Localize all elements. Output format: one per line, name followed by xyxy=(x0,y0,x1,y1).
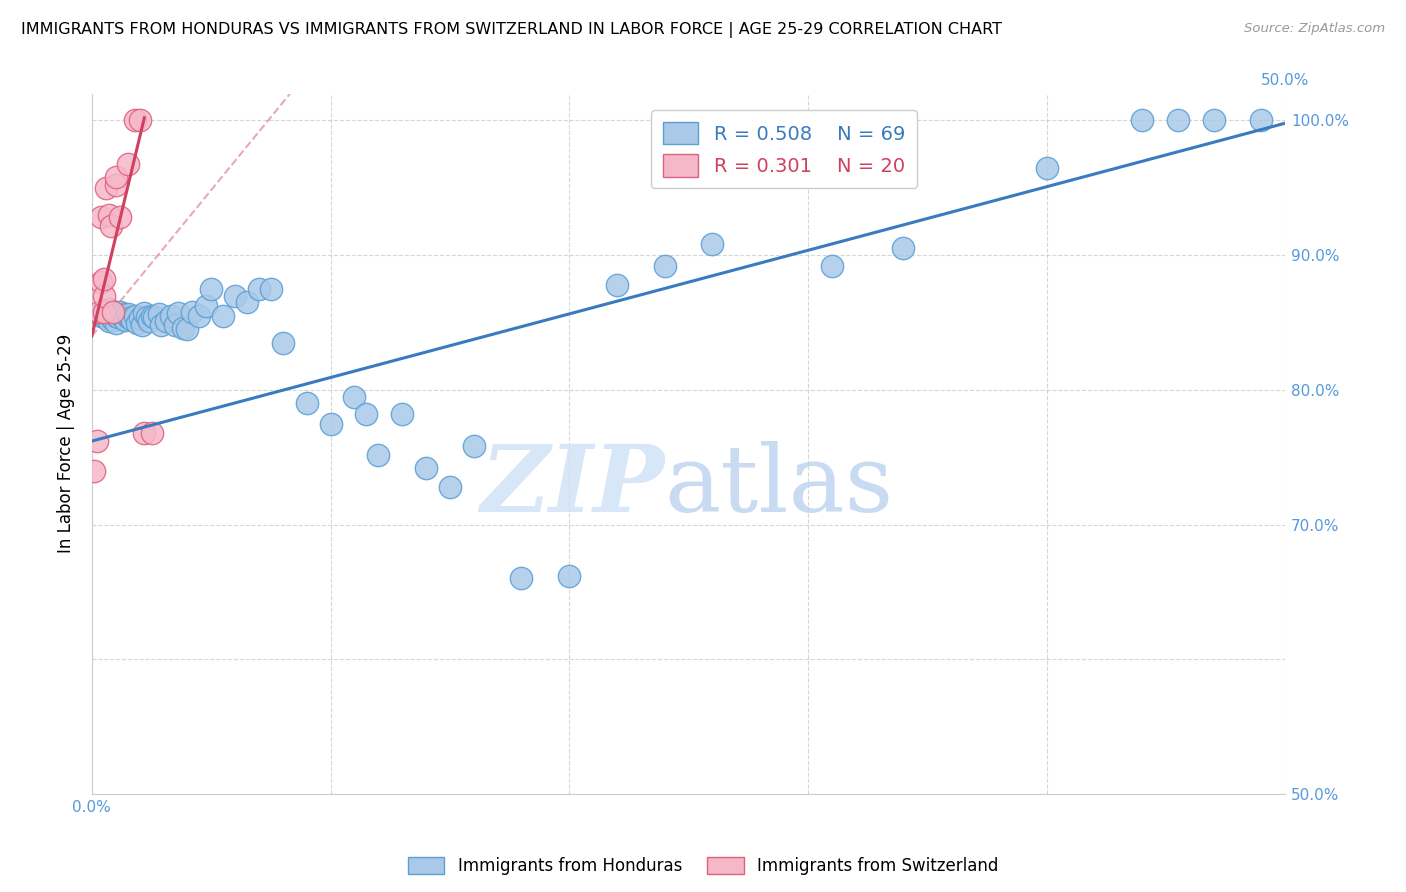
Point xyxy=(134,306,156,320)
Legend: R = 0.508    N = 69, R = 0.301    N = 20: R = 0.508 N = 69, R = 0.301 N = 20 xyxy=(651,111,917,188)
Point xyxy=(121,313,143,327)
Point xyxy=(93,305,115,319)
Point xyxy=(172,321,194,335)
Point xyxy=(181,305,204,319)
Point xyxy=(117,310,139,325)
Point xyxy=(893,242,915,256)
Point xyxy=(103,313,125,327)
Point xyxy=(343,390,366,404)
Point xyxy=(142,310,165,325)
Point xyxy=(200,282,222,296)
Point xyxy=(86,434,108,448)
Point xyxy=(103,305,125,319)
Point xyxy=(1130,113,1153,128)
Point xyxy=(117,308,139,322)
Point xyxy=(558,568,581,582)
Point xyxy=(96,306,118,320)
Point xyxy=(150,318,173,333)
Point xyxy=(195,299,218,313)
Point xyxy=(1167,113,1189,128)
Point xyxy=(141,425,163,440)
Point xyxy=(124,113,146,128)
Point xyxy=(96,311,118,326)
Point xyxy=(87,308,110,322)
Point xyxy=(1202,113,1225,128)
Point xyxy=(93,305,115,319)
Point xyxy=(131,318,153,333)
Point xyxy=(166,306,188,320)
Point xyxy=(107,310,129,325)
Point xyxy=(90,309,112,323)
Point xyxy=(141,309,163,323)
Point xyxy=(110,211,132,225)
Point xyxy=(110,305,132,319)
Point xyxy=(97,208,120,222)
Point xyxy=(821,259,844,273)
Point xyxy=(117,156,139,170)
Point xyxy=(367,448,389,462)
Y-axis label: In Labor Force | Age 25-29: In Labor Force | Age 25-29 xyxy=(58,334,75,553)
Point xyxy=(271,335,294,350)
Point xyxy=(104,316,127,330)
Point xyxy=(247,282,270,296)
Point xyxy=(118,311,141,326)
Point xyxy=(155,314,177,328)
Point xyxy=(510,572,533,586)
Text: ZIP: ZIP xyxy=(481,441,665,531)
Point xyxy=(260,282,283,296)
Point xyxy=(606,277,628,292)
Point xyxy=(212,309,235,323)
Point xyxy=(97,301,120,316)
Point xyxy=(96,181,118,195)
Point xyxy=(111,308,134,322)
Point xyxy=(104,309,127,323)
Point xyxy=(295,396,318,410)
Point xyxy=(356,407,378,421)
Legend: Immigrants from Honduras, Immigrants from Switzerland: Immigrants from Honduras, Immigrants fro… xyxy=(401,850,1005,882)
Text: atlas: atlas xyxy=(665,441,894,531)
Point xyxy=(1035,161,1057,175)
Point xyxy=(87,305,110,319)
Point xyxy=(104,178,127,193)
Point xyxy=(104,169,127,184)
Point xyxy=(135,310,157,325)
Text: IMMIGRANTS FROM HONDURAS VS IMMIGRANTS FROM SWITZERLAND IN LABOR FORCE | AGE 25-: IMMIGRANTS FROM HONDURAS VS IMMIGRANTS F… xyxy=(21,22,1002,38)
Point xyxy=(114,313,136,327)
Point xyxy=(1250,113,1272,128)
Point xyxy=(391,407,413,421)
Point xyxy=(463,440,485,454)
Point xyxy=(128,113,150,128)
Point xyxy=(100,310,122,325)
Point xyxy=(224,288,246,302)
Point xyxy=(90,275,112,289)
Point xyxy=(100,308,122,322)
Point xyxy=(134,425,156,440)
Point xyxy=(236,295,259,310)
Point xyxy=(188,309,211,323)
Point xyxy=(159,309,181,323)
Point xyxy=(124,309,146,323)
Point xyxy=(439,480,461,494)
Point xyxy=(127,316,149,330)
Point xyxy=(90,211,112,225)
Point xyxy=(148,308,170,322)
Point xyxy=(97,314,120,328)
Point xyxy=(93,288,115,302)
Point xyxy=(111,311,134,326)
Point xyxy=(93,272,115,286)
Point xyxy=(654,259,676,273)
Point xyxy=(138,314,160,328)
Point xyxy=(83,464,105,478)
Text: Source: ZipAtlas.com: Source: ZipAtlas.com xyxy=(1244,22,1385,36)
Point xyxy=(128,311,150,326)
Point xyxy=(702,237,724,252)
Point xyxy=(176,322,198,336)
Point xyxy=(319,417,342,431)
Point xyxy=(415,461,437,475)
Point xyxy=(165,318,187,333)
Point xyxy=(100,219,122,233)
